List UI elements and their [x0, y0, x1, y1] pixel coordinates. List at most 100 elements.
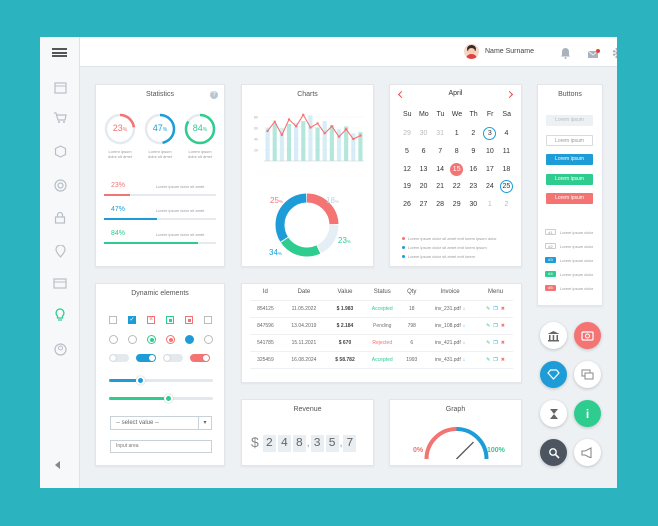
- collapse-arrow-icon[interactable]: [55, 461, 60, 469]
- slider-green[interactable]: [109, 394, 213, 403]
- calendar-day[interactable]: 25: [499, 180, 513, 194]
- invoice-link[interactable]: inv_421.pdf: [434, 339, 461, 346]
- calendar-day[interactable]: 13: [419, 165, 428, 173]
- trash-icon[interactable]: ✖: [500, 356, 505, 363]
- calendar-day[interactable]: 9: [471, 147, 476, 155]
- checkbox[interactable]: ×: [147, 316, 155, 324]
- user-circle-icon[interactable]: [52, 341, 68, 357]
- card-icon[interactable]: [52, 275, 68, 291]
- box-icon[interactable]: [52, 143, 68, 159]
- avatar[interactable]: [464, 44, 479, 59]
- calendar-day[interactable]: 24: [485, 183, 494, 191]
- lorem-button-green[interactable]: Lorem ipsum: [546, 173, 593, 185]
- checkbox[interactable]: [204, 316, 212, 324]
- toggle-switch[interactable]: [109, 354, 129, 362]
- edit-icon[interactable]: ✎: [486, 305, 491, 312]
- bank-fab[interactable]: [540, 322, 567, 349]
- hamburger-menu-icon[interactable]: [52, 48, 67, 57]
- toggle-switch[interactable]: [190, 354, 210, 362]
- copy-icon[interactable]: ❐: [493, 339, 498, 346]
- calendar-day[interactable]: 3: [483, 127, 497, 140]
- invoice-link[interactable]: inv_108.pdf: [434, 322, 461, 329]
- invoice-link[interactable]: inv_231.pdf: [434, 305, 461, 312]
- table-row[interactable]: 847596 13.04.2019 $ 2.184 Pending 798 inv_108…: [250, 317, 513, 335]
- download-icon[interactable]: ↓: [462, 356, 466, 363]
- calendar-day[interactable]: 23: [469, 183, 478, 191]
- radio-button[interactable]: [109, 335, 118, 344]
- bell-icon[interactable]: [560, 46, 571, 64]
- table-row[interactable]: 854125 11.05.2022 $ 1.983 Accepted 18 inv_231…: [250, 300, 513, 318]
- calendar-day[interactable]: 28: [436, 201, 445, 209]
- column-header[interactable]: Invoice: [422, 284, 479, 301]
- select-dropdown[interactable]: -- select value -- ▾: [110, 416, 212, 430]
- calendar-day[interactable]: 21: [436, 183, 445, 191]
- megaphone-fab[interactable]: [574, 439, 601, 466]
- tag-badge[interactable]: #2: [545, 243, 556, 249]
- calendar-day[interactable]: 1: [487, 201, 492, 209]
- invoice-link[interactable]: inv_431.pdf: [434, 356, 461, 363]
- lock-icon[interactable]: [52, 209, 68, 225]
- column-header[interactable]: Qty: [401, 284, 423, 301]
- camera-fab[interactable]: [574, 322, 601, 349]
- lightbulb-icon[interactable]: [52, 307, 68, 323]
- toggle-switch[interactable]: [136, 354, 156, 362]
- calendar-day[interactable]: 20: [419, 183, 428, 191]
- calendar-day[interactable]: 16: [469, 165, 478, 173]
- tag-badge[interactable]: #4: [545, 271, 556, 277]
- tag-badge[interactable]: #5: [545, 285, 556, 291]
- radio-button[interactable]: [166, 335, 175, 344]
- copy-icon[interactable]: ❐: [493, 356, 498, 363]
- location-pin-icon[interactable]: [52, 243, 68, 259]
- calendar-day[interactable]: 17: [485, 165, 494, 173]
- trash-icon[interactable]: ✖: [500, 322, 505, 329]
- edit-icon[interactable]: ✎: [486, 356, 491, 363]
- lorem-button-outline[interactable]: Lorem ipsum: [546, 134, 593, 146]
- user-name[interactable]: Name Surname: [485, 48, 535, 55]
- table-row[interactable]: 541785 15.11.2021 $ 670 Rejected 6 inv_421.pd…: [250, 334, 513, 352]
- download-icon[interactable]: ↓: [462, 322, 466, 329]
- calendar-day[interactable]: 26: [403, 201, 411, 209]
- calendar-day[interactable]: 2: [471, 130, 476, 137]
- calendar-day[interactable]: 2: [504, 201, 509, 209]
- diamond-fab[interactable]: [540, 361, 567, 388]
- calendar-day[interactable]: 27: [419, 201, 428, 209]
- calendar-day[interactable]: 15: [450, 162, 464, 176]
- column-header[interactable]: Status: [362, 284, 402, 301]
- trash-icon[interactable]: ✖: [500, 305, 505, 312]
- target-icon[interactable]: [52, 177, 68, 193]
- radio-button[interactable]: [204, 335, 213, 344]
- calendar-day[interactable]: 22: [452, 183, 461, 191]
- lorem-button-blue[interactable]: Lorem ipsum: [546, 154, 593, 165]
- download-icon[interactable]: ↓: [462, 305, 466, 312]
- calendar-day[interactable]: 12: [403, 165, 411, 173]
- radio-button[interactable]: [128, 335, 137, 344]
- calendar-day[interactable]: 30: [469, 201, 478, 209]
- mail-icon[interactable]: [587, 47, 600, 65]
- checkbox[interactable]: [185, 316, 193, 324]
- checkbox[interactable]: [109, 316, 117, 324]
- tag-badge[interactable]: #1: [545, 229, 556, 235]
- calendar-day[interactable]: 6: [421, 147, 426, 155]
- checkbox[interactable]: [166, 316, 174, 324]
- slider-blue[interactable]: [109, 376, 213, 385]
- edit-icon[interactable]: ✎: [486, 339, 491, 346]
- search-fab[interactable]: [540, 439, 567, 466]
- tag-badge[interactable]: #3: [545, 257, 556, 263]
- gear-icon[interactable]: [612, 46, 617, 64]
- column-header[interactable]: Menu: [478, 284, 513, 301]
- lorem-button-red[interactable]: Lorem ipsum: [546, 193, 593, 204]
- edit-icon[interactable]: ✎: [486, 322, 491, 329]
- calendar-day[interactable]: 1: [454, 130, 459, 137]
- trash-icon[interactable]: ✖: [500, 339, 505, 346]
- calendar-day[interactable]: 7: [438, 147, 443, 155]
- calendar-day[interactable]: 4: [504, 130, 509, 137]
- calendar-day[interactable]: 8: [454, 147, 459, 155]
- column-header[interactable]: Id: [250, 284, 281, 301]
- lorem-button-ghost[interactable]: Lorem ipsum: [546, 115, 593, 126]
- info-fab[interactable]: i: [574, 400, 601, 427]
- input-area[interactable]: Input area: [110, 440, 212, 453]
- copy-icon[interactable]: ❐: [493, 305, 498, 312]
- calendar-day[interactable]: 30: [419, 130, 428, 137]
- info-icon[interactable]: ?: [210, 91, 218, 99]
- column-header[interactable]: Value: [327, 284, 363, 301]
